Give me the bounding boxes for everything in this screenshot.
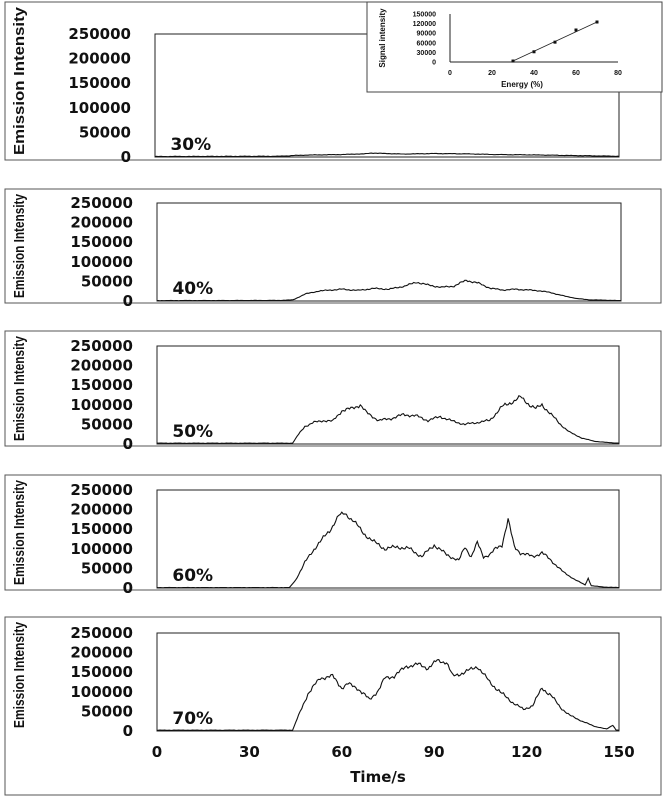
inset-y-tick-label: 120000 — [413, 21, 436, 28]
inset-y-tick-label: 60000 — [417, 40, 437, 47]
y-tick-label: 100000 — [70, 396, 133, 414]
y-tick-label: 200000 — [70, 644, 133, 662]
inset-x-tick-label: 60 — [572, 70, 580, 77]
panel-frame — [4, 474, 662, 591]
inset-y-tick-label: 30000 — [417, 50, 437, 57]
inset-y-tick-label: 150000 — [413, 12, 436, 19]
x-axis-label: Time/s — [350, 768, 406, 786]
y-tick-label: 150000 — [70, 376, 133, 394]
x-tick-label: 60 — [331, 743, 352, 761]
y-tick-label: 200000 — [70, 214, 133, 232]
inset-frame — [366, 1, 663, 93]
plot-area — [156, 632, 620, 732]
y-tick-label: 50000 — [81, 272, 133, 290]
y-tick-label: 0 — [123, 722, 133, 740]
y-tick-label: 50000 — [79, 123, 131, 141]
y-tick-label: 0 — [121, 148, 131, 166]
y-tick-label: 100000 — [70, 683, 133, 701]
y-axis-label: Emission Intensity — [11, 335, 28, 441]
inset-y-tick-label: 0 — [432, 60, 436, 67]
y-tick-label: 100000 — [68, 99, 131, 117]
y-axis-label: Emission Intensity — [11, 6, 28, 155]
x-tick-label: 30 — [239, 743, 260, 761]
y-tick-label: 250000 — [70, 337, 133, 355]
x-tick-label: 150 — [603, 743, 634, 761]
inset-chart: 150000 120000 90000 60000 30000 0 0 20 40 60 80 Ene… — [366, 1, 663, 93]
panel-frame — [4, 188, 662, 304]
series-line — [156, 659, 620, 731]
y-tick-label: 250000 — [68, 25, 131, 43]
energy-label: 60% — [172, 566, 213, 586]
x-tick-label: 90 — [424, 743, 445, 761]
y-axis-label: Emission Intensity — [11, 193, 28, 298]
energy-label: 70% — [172, 709, 213, 729]
y-tick-label: 250000 — [70, 481, 133, 499]
plot-area — [156, 202, 622, 302]
inset-x-axis-label: Energy (%) — [501, 80, 543, 89]
series-line — [156, 279, 622, 302]
inset-x-tick-label: 40 — [530, 70, 538, 77]
inset-y-axis-label: Signal intensity — [378, 8, 387, 68]
panel-frame — [4, 330, 662, 447]
inset-x-tick-label: 80 — [614, 70, 622, 77]
y-tick-label: 150000 — [70, 520, 133, 538]
plot-area — [156, 489, 620, 589]
inset-point — [532, 50, 536, 54]
y-tick-label: 150000 — [68, 74, 131, 92]
energy-label: 30% — [170, 135, 211, 155]
y-axis-label: Emission Intensity — [11, 621, 28, 728]
plot-area — [156, 345, 620, 445]
y-tick-label: 100000 — [70, 253, 133, 271]
y-tick-label: 0 — [123, 292, 133, 310]
y-tick-label: 50000 — [81, 415, 133, 433]
y-tick-label: 250000 — [70, 194, 133, 212]
series-line — [154, 152, 620, 158]
inset-point — [553, 40, 557, 44]
y-tick-label: 0 — [123, 579, 133, 597]
panel-1: 250000 200000 150000 100000 50000 0 Emission I… — [4, 1, 662, 166]
panel-frame — [4, 616, 662, 796]
y-tick-label: 150000 — [70, 233, 133, 251]
y-tick-label: 150000 — [70, 663, 133, 681]
y-tick-label: 200000 — [68, 50, 131, 68]
x-tick-label: 0 — [152, 743, 162, 761]
series-line — [156, 511, 619, 589]
y-tick-label: 250000 — [70, 624, 133, 642]
x-tick-label: 120 — [511, 743, 542, 761]
inset-x-tick-label: 20 — [488, 70, 496, 77]
y-tick-label: 200000 — [70, 357, 133, 375]
y-tick-label: 0 — [123, 435, 133, 453]
energy-label: 50% — [172, 422, 213, 442]
y-tick-label: 200000 — [70, 501, 133, 519]
energy-label: 40% — [172, 279, 213, 299]
inset-y-tick-label: 90000 — [417, 31, 437, 38]
y-axis-label: Emission Intensity — [11, 479, 28, 585]
series-line — [156, 394, 620, 444]
y-tick-label: 50000 — [81, 702, 133, 720]
inset-x-tick-label: 0 — [448, 70, 452, 77]
inset-point — [511, 59, 515, 63]
y-tick-label: 100000 — [70, 540, 133, 558]
inset-point — [574, 28, 578, 32]
y-tick-label: 50000 — [81, 559, 133, 577]
inset-point — [595, 20, 599, 24]
